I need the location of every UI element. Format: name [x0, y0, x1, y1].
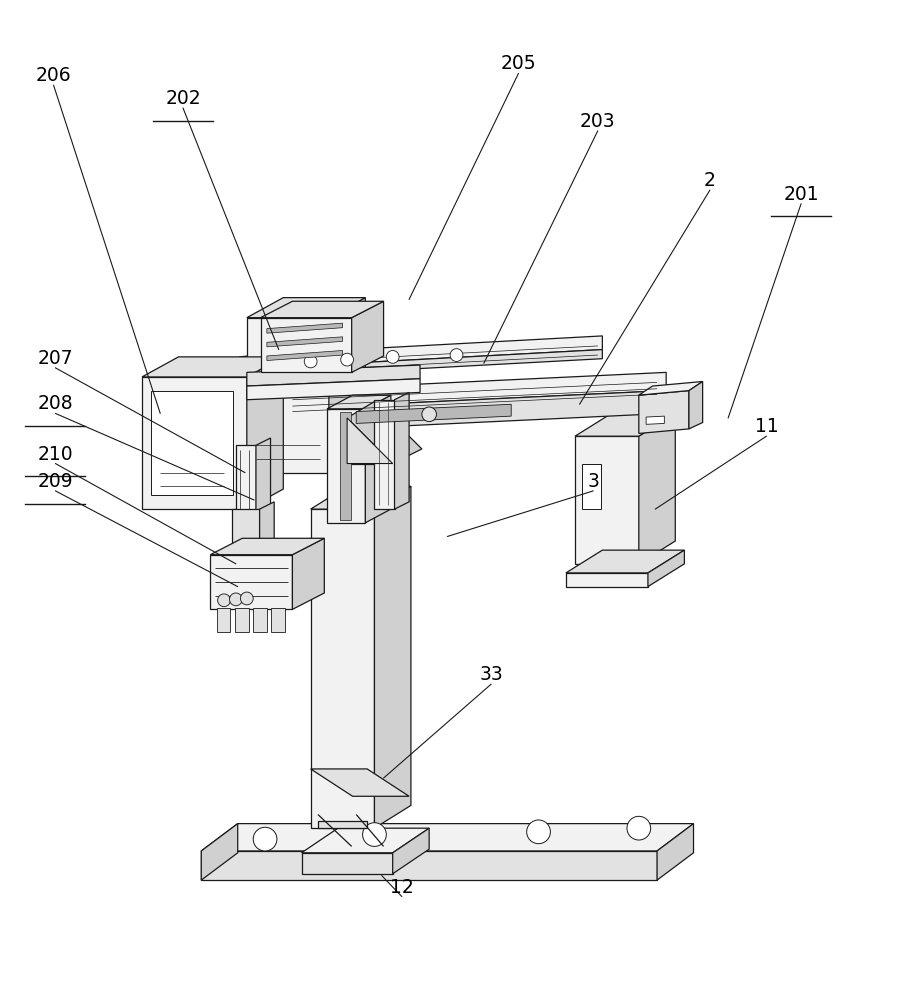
- Polygon shape: [260, 318, 352, 372]
- Polygon shape: [236, 445, 256, 605]
- Text: 11: 11: [754, 417, 778, 436]
- Polygon shape: [247, 318, 329, 473]
- Text: 201: 201: [783, 185, 819, 204]
- Text: 207: 207: [37, 349, 73, 368]
- Polygon shape: [292, 538, 324, 609]
- Polygon shape: [657, 824, 694, 880]
- Polygon shape: [347, 418, 393, 464]
- Polygon shape: [201, 824, 237, 880]
- Polygon shape: [374, 486, 411, 828]
- Polygon shape: [648, 550, 685, 587]
- Polygon shape: [267, 350, 342, 361]
- Polygon shape: [271, 608, 285, 632]
- Polygon shape: [327, 395, 391, 409]
- Circle shape: [253, 827, 277, 851]
- Polygon shape: [265, 350, 603, 377]
- Text: 12: 12: [390, 878, 414, 897]
- Polygon shape: [340, 412, 351, 520]
- Polygon shape: [152, 391, 233, 495]
- Circle shape: [422, 407, 436, 422]
- Text: 208: 208: [37, 394, 73, 413]
- Polygon shape: [646, 416, 665, 424]
- Polygon shape: [374, 400, 394, 509]
- Polygon shape: [566, 573, 648, 587]
- Polygon shape: [256, 438, 270, 605]
- Polygon shape: [235, 608, 248, 632]
- Polygon shape: [365, 395, 391, 523]
- Polygon shape: [256, 391, 283, 434]
- Text: 210: 210: [37, 445, 73, 464]
- Polygon shape: [260, 301, 383, 318]
- Polygon shape: [347, 418, 393, 464]
- Polygon shape: [265, 336, 603, 368]
- Polygon shape: [329, 298, 365, 473]
- Circle shape: [217, 594, 230, 607]
- Polygon shape: [393, 828, 429, 874]
- Polygon shape: [210, 538, 324, 555]
- Polygon shape: [239, 354, 265, 380]
- Polygon shape: [247, 357, 283, 509]
- Polygon shape: [259, 502, 274, 550]
- Polygon shape: [142, 357, 283, 377]
- Text: 206: 206: [36, 66, 71, 85]
- Circle shape: [362, 823, 386, 846]
- Polygon shape: [301, 853, 393, 874]
- Polygon shape: [210, 555, 292, 609]
- Polygon shape: [352, 301, 383, 372]
- Polygon shape: [283, 391, 666, 432]
- Circle shape: [229, 593, 242, 606]
- Circle shape: [450, 349, 463, 361]
- Polygon shape: [247, 379, 420, 400]
- Polygon shape: [247, 365, 420, 386]
- Polygon shape: [582, 464, 601, 509]
- Polygon shape: [267, 323, 342, 333]
- Polygon shape: [201, 851, 657, 880]
- Polygon shape: [310, 769, 409, 796]
- Text: 205: 205: [500, 54, 536, 73]
- Polygon shape: [575, 413, 676, 436]
- Polygon shape: [639, 413, 676, 564]
- Polygon shape: [639, 391, 689, 433]
- Circle shape: [627, 816, 651, 840]
- Text: 209: 209: [37, 472, 73, 491]
- Text: 2: 2: [704, 171, 716, 190]
- Circle shape: [304, 355, 317, 368]
- Polygon shape: [247, 298, 365, 318]
- Text: 3: 3: [587, 472, 599, 491]
- Polygon shape: [566, 550, 685, 573]
- Polygon shape: [356, 404, 511, 423]
- Circle shape: [527, 820, 551, 844]
- Polygon shape: [267, 337, 342, 347]
- Text: 33: 33: [479, 665, 503, 684]
- Polygon shape: [394, 392, 409, 509]
- Polygon shape: [216, 608, 230, 632]
- Polygon shape: [639, 381, 703, 395]
- Polygon shape: [310, 486, 411, 509]
- Polygon shape: [253, 608, 267, 632]
- Polygon shape: [283, 372, 666, 409]
- Polygon shape: [201, 824, 694, 851]
- Polygon shape: [347, 402, 422, 464]
- Polygon shape: [575, 436, 639, 564]
- Polygon shape: [318, 821, 367, 828]
- Polygon shape: [327, 409, 365, 523]
- Circle shape: [386, 350, 399, 363]
- Circle shape: [240, 592, 253, 605]
- Text: 202: 202: [165, 89, 201, 108]
- Polygon shape: [301, 828, 429, 853]
- Polygon shape: [666, 386, 685, 413]
- Circle shape: [341, 353, 353, 366]
- Polygon shape: [689, 381, 703, 429]
- Text: 203: 203: [580, 112, 615, 131]
- Polygon shape: [310, 509, 374, 828]
- Polygon shape: [232, 509, 259, 550]
- Polygon shape: [142, 377, 247, 509]
